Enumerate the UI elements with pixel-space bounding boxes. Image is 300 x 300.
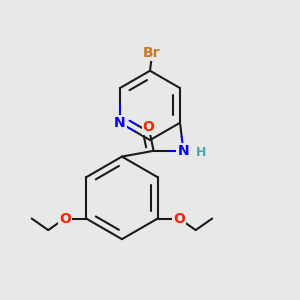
Text: O: O <box>59 212 71 226</box>
Text: N: N <box>114 116 126 130</box>
Text: O: O <box>143 120 154 134</box>
Text: Br: Br <box>143 46 160 60</box>
Text: O: O <box>173 212 185 226</box>
Text: H: H <box>196 146 206 159</box>
Text: N: N <box>178 144 189 158</box>
